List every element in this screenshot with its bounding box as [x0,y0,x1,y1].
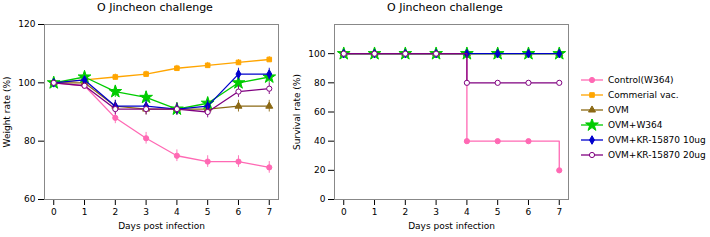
svg-text:3: 3 [433,207,439,217]
svg-text:60: 60 [314,107,326,117]
html-text:Control(W364): Control(W364) [608,75,674,85]
svg-text:5: 5 [495,207,501,217]
html-text:O Jincheon challenge: O Jincheon challenge [387,1,503,14]
svg-text:Weight rate (%): Weight rate (%) [2,77,12,148]
svg-text:6: 6 [236,207,242,217]
svg-text:2: 2 [402,207,408,217]
svg-text:3: 3 [143,207,149,217]
svg-text:4: 4 [174,207,180,217]
svg-text:1: 1 [372,207,378,217]
svg-text:40: 40 [314,136,326,146]
svg-text:80: 80 [314,78,326,88]
svg-text:80: 80 [24,136,36,146]
svg-text:60: 60 [24,194,36,204]
svg-text:4: 4 [464,207,470,217]
html-text:OVM+W364: OVM+W364 [608,120,663,130]
html-text:OVM: OVM [608,105,629,115]
svg-text:0: 0 [51,207,57,217]
svg-text:Survival rate (%): Survival rate (%) [292,74,302,150]
svg-text:Days post infection: Days post infection [118,221,205,231]
svg-text:5: 5 [205,207,211,217]
svg-text:20: 20 [314,165,326,175]
svg-text:Days post infection: Days post infection [408,221,495,231]
html-text:OVM+KR-15870 20ug: OVM+KR-15870 20ug [608,150,706,160]
html-text:Commerial vac.: Commerial vac. [608,90,679,100]
svg-text:7: 7 [266,207,272,217]
svg-text:2: 2 [112,207,118,217]
svg-text:7: 7 [556,207,562,217]
svg-text:100: 100 [18,78,35,88]
html-text:OVM+KR-15870 10ug: OVM+KR-15870 10ug [608,135,706,145]
svg-text:0: 0 [320,194,326,204]
svg-text:100: 100 [308,49,325,59]
html-text:O Jincheon challenge: O Jincheon challenge [97,1,213,14]
svg-text:120: 120 [18,19,35,29]
svg-text:0: 0 [341,207,347,217]
svg-text:6: 6 [526,207,532,217]
svg-text:1: 1 [82,207,88,217]
